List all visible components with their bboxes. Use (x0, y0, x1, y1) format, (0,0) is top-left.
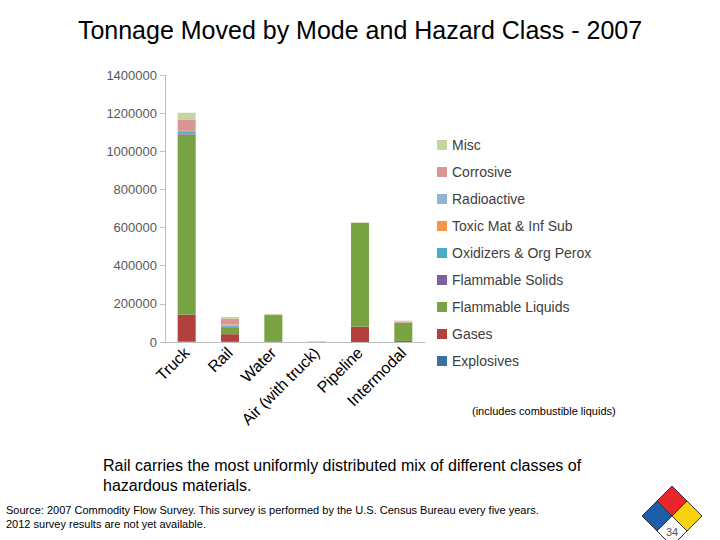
svg-text:Pipeline: Pipeline (313, 344, 366, 397)
svg-text:Rail: Rail (205, 344, 236, 375)
svg-text:Oxidizers & Org Perox: Oxidizers & Org Perox (452, 245, 591, 261)
html-text:(includes combustible liquids): (includes combustible liquids) (472, 405, 616, 417)
svg-text:Intermodal: Intermodal (344, 344, 409, 409)
svg-text:Misc: Misc (452, 137, 481, 153)
svg-text:Tonnage Moved by Mode and Haza: Tonnage Moved by Mode and Hazard Class -… (78, 16, 642, 44)
svg-text:Truck: Truck (153, 343, 194, 384)
html-text:Rail carries the most uniforml: Rail carries the most uniformly distribu… (103, 457, 582, 494)
svg-text:1200000: 1200000 (106, 106, 157, 121)
html-text:Source: 2007 Commodity Flow Su: Source: 2007 Commodity Flow Survey. This… (6, 504, 539, 516)
svg-text:200000: 200000 (114, 296, 157, 311)
html-text:2012 survey results are not ye: 2012 survey results are not yet availabl… (6, 518, 206, 530)
svg-text:Gases: Gases (452, 326, 492, 342)
svg-text:Radioactive: Radioactive (452, 191, 525, 207)
svg-text:34: 34 (666, 526, 678, 538)
svg-text:Flammable Solids: Flammable Solids (452, 272, 563, 288)
svg-text:0: 0 (150, 335, 157, 350)
svg-text:Toxic Mat & Inf Sub: Toxic Mat & Inf Sub (452, 218, 573, 234)
svg-text:Air (with truck): Air (with truck) (238, 344, 322, 428)
svg-text:Explosives: Explosives (452, 353, 519, 369)
svg-text:Water: Water (238, 344, 280, 386)
svg-text:800000: 800000 (114, 182, 157, 197)
svg-text:Flammable Liquids: Flammable Liquids (452, 299, 570, 315)
svg-text:Corrosive: Corrosive (452, 164, 512, 180)
svg-text:1400000: 1400000 (106, 68, 157, 83)
svg-text:600000: 600000 (114, 220, 157, 235)
svg-text:400000: 400000 (114, 258, 157, 273)
svg-text:1000000: 1000000 (106, 144, 157, 159)
